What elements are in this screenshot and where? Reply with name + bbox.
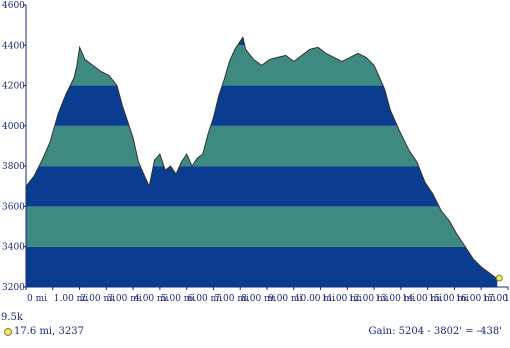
x-tick-label: 10.00 mi: [295, 294, 335, 304]
y-tick-label: 4400: [2, 41, 25, 51]
elevation-band: [26, 125, 498, 167]
elevation-band: [26, 206, 498, 247]
y-tick-label: 4600: [2, 1, 25, 11]
x-tick-label: 14.00 mi: [402, 294, 442, 304]
y-axis-ticks: 3200 3400 3600 3800 4000 4200 4400 4600: [2, 1, 26, 293]
cursor-readout: 17.6 mi, 3237: [4, 326, 84, 337]
x-tick-label: 1.00 mi: [54, 294, 88, 304]
cursor-readout-text: 17.6 mi, 3237: [14, 326, 84, 337]
x-tick-label: 15.00 mi: [429, 294, 469, 304]
elevation-profile-line: [25, 35, 498, 280]
x-tick-label: 17.00 mi: [482, 294, 510, 304]
x-tick-label: 18: [504, 294, 510, 304]
y-tick-label: 3600: [2, 202, 25, 212]
x-tick-label: 7.00 mi: [214, 294, 248, 304]
y-tick-label: 3200: [2, 283, 25, 293]
x-tick-label: 6.00 mi: [188, 294, 222, 304]
x-tick-label: 13.00 mi: [375, 294, 415, 304]
x-tick-label: 0 mi: [27, 294, 47, 304]
elevation-band: [26, 166, 498, 207]
x-tick-label: 5.00 mi: [161, 294, 195, 304]
x-tick-label: 8.00 mi: [241, 294, 275, 304]
x-axis-ticks: 0 mi 1.00 mi2.00 mi3.00 mi4.00 mi5.00 mi6…: [25, 287, 510, 304]
cursor-dot-icon: [4, 327, 12, 336]
gain-summary: Gain: 5204 - 3802' = -438': [368, 326, 502, 337]
elevation-band: [26, 85, 498, 126]
x-tick-label: 2.00 mi: [81, 294, 115, 304]
elevation-band: [26, 45, 498, 86]
elevation-band: [26, 246, 498, 287]
y-tick-label: 3400: [2, 243, 25, 253]
x-tick-label: 4.00 mi: [134, 294, 168, 304]
x-tick-label: 11.00 mi: [322, 294, 362, 304]
x-tick-label: 3.00 mi: [107, 294, 141, 304]
current-position-marker: [495, 274, 503, 282]
y-tick-label: 4200: [2, 82, 25, 92]
y-tick-label: 4000: [2, 122, 25, 132]
elevation-band: [26, 37, 498, 46]
x-tick-label: 12.00 mi: [348, 294, 388, 304]
elevation-bands: [26, 37, 498, 287]
y-tick-label: 3800: [2, 162, 25, 172]
x-tick-label: 16.00 mi: [455, 294, 495, 304]
unit-label: 9.5k: [1, 312, 23, 323]
x-tick-label: 9.00 mi: [268, 294, 302, 304]
